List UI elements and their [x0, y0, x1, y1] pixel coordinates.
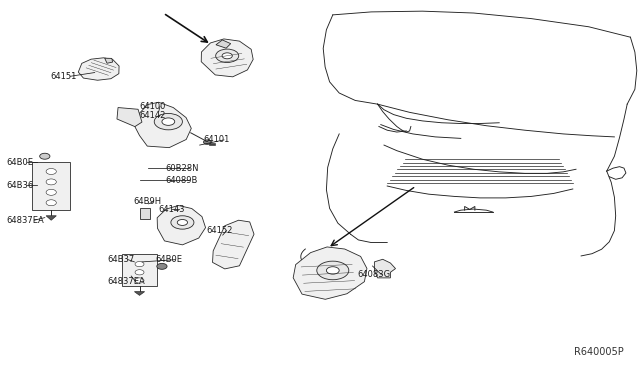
Text: 64101: 64101 — [204, 135, 230, 144]
Polygon shape — [140, 208, 150, 219]
Circle shape — [216, 49, 239, 62]
Circle shape — [317, 261, 349, 280]
Text: 64B9H: 64B9H — [133, 197, 161, 206]
Circle shape — [326, 267, 339, 274]
Circle shape — [154, 113, 182, 130]
Polygon shape — [374, 259, 396, 278]
Text: 64B0E: 64B0E — [6, 158, 33, 167]
Text: 64083G: 64083G — [357, 270, 390, 279]
Polygon shape — [212, 220, 254, 269]
Text: 64100: 64100 — [140, 102, 166, 111]
Polygon shape — [117, 108, 142, 126]
Text: 64837EA: 64837EA — [108, 277, 145, 286]
Polygon shape — [134, 292, 145, 295]
Polygon shape — [157, 205, 205, 245]
Polygon shape — [293, 247, 367, 299]
Circle shape — [46, 200, 56, 206]
Circle shape — [177, 219, 188, 225]
Circle shape — [46, 189, 56, 195]
Circle shape — [204, 140, 211, 144]
Polygon shape — [216, 40, 230, 48]
Text: 60B28N: 60B28N — [165, 164, 198, 173]
Text: 64151: 64151 — [50, 72, 76, 81]
Text: 64142: 64142 — [140, 111, 166, 120]
Text: 64089B: 64089B — [165, 176, 198, 185]
Polygon shape — [32, 162, 70, 210]
Circle shape — [135, 278, 144, 283]
Polygon shape — [135, 102, 191, 148]
Text: R640005P: R640005P — [574, 347, 624, 357]
Polygon shape — [105, 58, 113, 63]
Circle shape — [135, 262, 144, 267]
Circle shape — [46, 169, 56, 174]
Polygon shape — [122, 254, 157, 286]
Text: 64143: 64143 — [159, 205, 185, 214]
Text: 64B36: 64B36 — [6, 181, 34, 190]
Text: 64B0E: 64B0E — [155, 255, 182, 264]
Circle shape — [162, 118, 175, 125]
Polygon shape — [46, 216, 56, 220]
Circle shape — [171, 216, 194, 229]
Circle shape — [135, 270, 144, 275]
Text: 64152: 64152 — [206, 226, 232, 235]
Bar — [209, 143, 215, 145]
Circle shape — [222, 53, 232, 59]
Circle shape — [157, 263, 167, 269]
Text: 64B37: 64B37 — [108, 255, 135, 264]
Polygon shape — [201, 39, 253, 77]
Text: 64837EA: 64837EA — [6, 216, 44, 225]
Polygon shape — [78, 58, 119, 80]
Circle shape — [40, 153, 50, 159]
Circle shape — [46, 179, 56, 185]
